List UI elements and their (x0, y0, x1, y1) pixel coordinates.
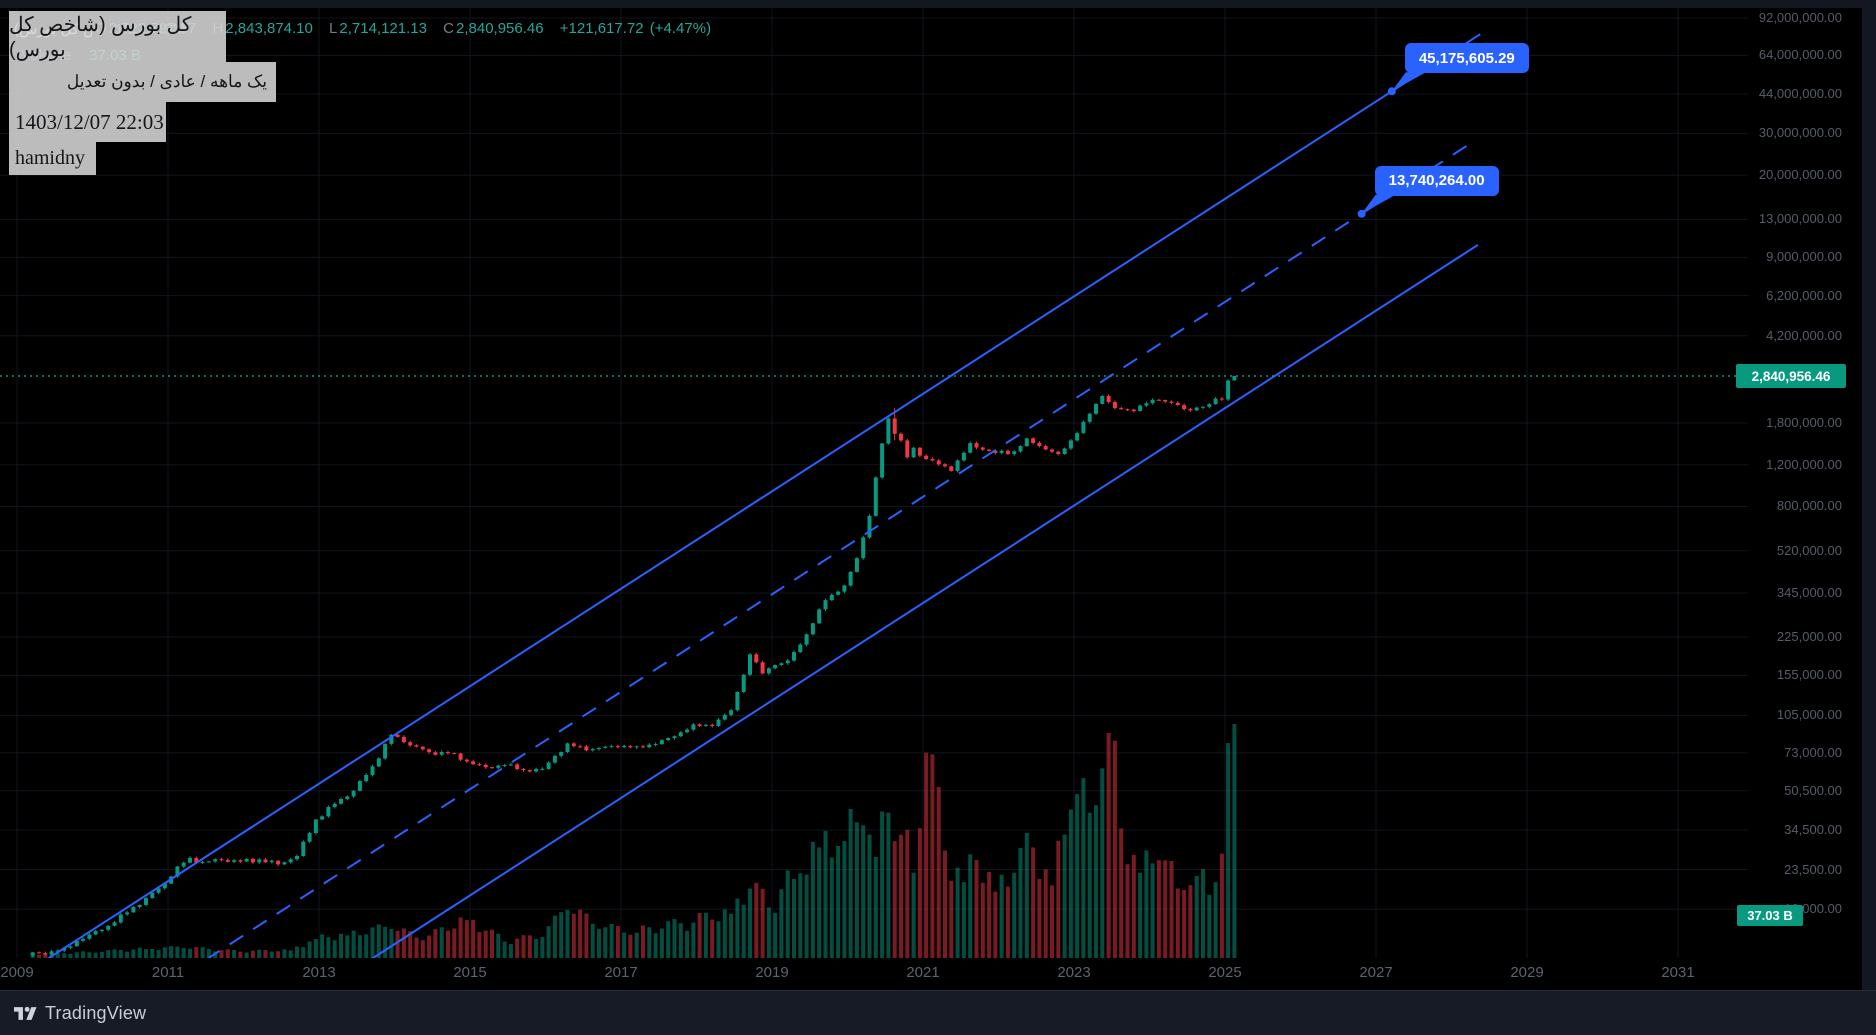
price-axis-label: 20,000,000.00 (1758, 167, 1842, 183)
price-axis-label: 50,500.00 (1784, 782, 1842, 798)
time-axis-label: 2029 (1510, 964, 1544, 981)
price-axis-label: 34,500.00 (1784, 822, 1842, 837)
close-value: 2,840,956.46 (456, 20, 544, 37)
price-axis-label: 92,000,000.00 (1758, 10, 1842, 26)
low-value: 2,714,121.13 (339, 20, 427, 37)
current-volume-badge: 37.03 B (1737, 905, 1803, 926)
price-axis-label: 44,000,000.00 (1758, 85, 1842, 101)
right-gutter (1862, 0, 1876, 1035)
price-axis-label: 64,000,000.00 (1758, 47, 1842, 63)
time-axis-label: 2023 (1057, 964, 1091, 981)
channel-anchor-dot[interactable] (1357, 209, 1366, 218)
price-axis-label: 6,200,000.00 (1766, 287, 1842, 303)
channel-anchor-dot[interactable] (1387, 87, 1396, 96)
annotation-box-date[interactable]: 1403/12/07 22:03 (9, 102, 166, 142)
time-axis-label: 2013 (302, 964, 336, 981)
change-value: +121,617.72 (559, 20, 644, 37)
annotation-box-timeframe-note[interactable]: یک ماهه / عادی / بدون تعدیل (9, 62, 276, 102)
time-axis-label: 2021 (906, 964, 940, 981)
time-axis-label: 2025 (1208, 964, 1242, 981)
price-axis-label: 4,200,000.00 (1766, 327, 1842, 343)
time-axis-label: 2031 (1661, 964, 1695, 981)
time-axis[interactable]: 2009 2011 2013 2015 2017 2019 2021 2023 2025 2027… (0, 962, 1748, 988)
time-axis-label: 2027 (1359, 964, 1393, 981)
channel-middle-price-callout[interactable]: 13,740,264.00 (1374, 165, 1499, 196)
footer-bar: TradingView (0, 990, 1876, 1035)
time-axis-label: 2009 (0, 964, 34, 981)
price-axis-label: 155,000.00 (1776, 667, 1842, 683)
price-axis-label: 23,500.00 (1784, 861, 1842, 877)
price-axis-label: 9,000,000.00 (1766, 249, 1842, 265)
current-price-badge: 2,840,956.46 (1736, 364, 1846, 388)
tradingview-wordmark[interactable]: TradingView (45, 1002, 147, 1023)
time-axis-label: 2015 (453, 964, 487, 981)
tradingview-logo-icon[interactable] (14, 1003, 37, 1024)
channel-upper-price-callout[interactable]: 45,175,605.29 (1404, 43, 1529, 74)
price-axis-label: 73,000.00 (1784, 744, 1842, 760)
close-key: C (443, 20, 454, 37)
time-axis-label: 2011 (151, 964, 185, 981)
price-axis-label: 1,200,000.00 (1766, 456, 1842, 472)
price-axis-label: 520,000.00 (1776, 542, 1842, 558)
price-axis-label: 30,000,000.00 (1758, 125, 1842, 141)
price-axis-label: 105,000.00 (1776, 707, 1842, 723)
price-axis-label: 225,000.00 (1776, 629, 1842, 644)
time-axis-label: 2017 (604, 964, 638, 981)
price-axis-label: 800,000.00 (1776, 498, 1842, 514)
price-axis-label: 1,800,000.00 (1766, 414, 1842, 430)
price-axis-label: 13,000,000.00 (1758, 211, 1842, 227)
annotation-box-username[interactable]: hamidny (9, 142, 96, 175)
high-value: 2,843,874.10 (225, 20, 313, 37)
price-axis[interactable]: 92,000,000.00 64,000,000.00 44,000,000.00 3… (1748, 8, 1862, 990)
low-key: L (329, 20, 338, 37)
time-axis-label: 2019 (755, 964, 789, 981)
change-percent: (+4.47%) (649, 20, 712, 37)
price-axis-label: 345,000.00 (1776, 585, 1842, 600)
annotation-box-symbol-title[interactable]: کل بورس (شاخص کل بورس) (9, 11, 226, 62)
